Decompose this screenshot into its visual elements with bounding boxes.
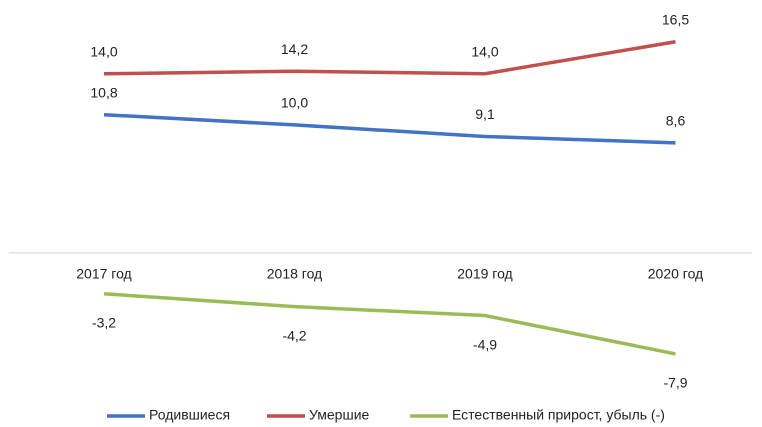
legend-label: Умершие (309, 407, 370, 423)
data-label: 16,5 (662, 11, 689, 27)
line-series (103, 292, 676, 356)
x-tick-label: 2018 год (267, 266, 322, 282)
line-series (103, 40, 676, 76)
data-label: -7,9 (663, 375, 687, 391)
data-label: 14,0 (90, 43, 117, 59)
data-label: 10,0 (281, 95, 308, 111)
x-tick-label: 2017 год (76, 266, 131, 282)
legend-label: Естественный прирост, убыль (-) (452, 407, 665, 423)
line-series (103, 112, 676, 145)
data-label: 8,6 (666, 113, 686, 129)
data-label: 14,2 (281, 41, 308, 57)
data-label: 10,8 (90, 84, 117, 100)
legend-label: Родившиеся (149, 407, 230, 423)
data-label: -3,2 (92, 315, 116, 331)
data-label: 9,1 (475, 106, 495, 122)
data-label: 14,0 (471, 43, 498, 59)
data-label: -4,9 (473, 336, 497, 352)
x-tick-label: 2020 год (648, 266, 703, 282)
data-label: -4,2 (282, 327, 306, 343)
x-tick-label: 2019 год (457, 266, 512, 282)
